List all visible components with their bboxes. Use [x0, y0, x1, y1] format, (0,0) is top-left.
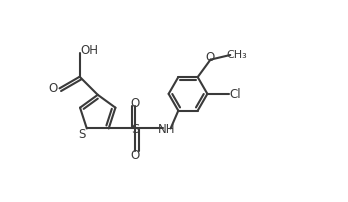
Text: Cl: Cl — [229, 88, 241, 101]
Text: S: S — [78, 127, 86, 140]
Text: S: S — [131, 123, 140, 136]
Text: CH₃: CH₃ — [227, 49, 247, 59]
Text: O: O — [131, 148, 140, 161]
Text: O: O — [131, 96, 140, 109]
Text: NH: NH — [158, 122, 176, 135]
Text: O: O — [206, 50, 215, 63]
Text: O: O — [49, 81, 58, 94]
Text: OH: OH — [80, 44, 98, 57]
